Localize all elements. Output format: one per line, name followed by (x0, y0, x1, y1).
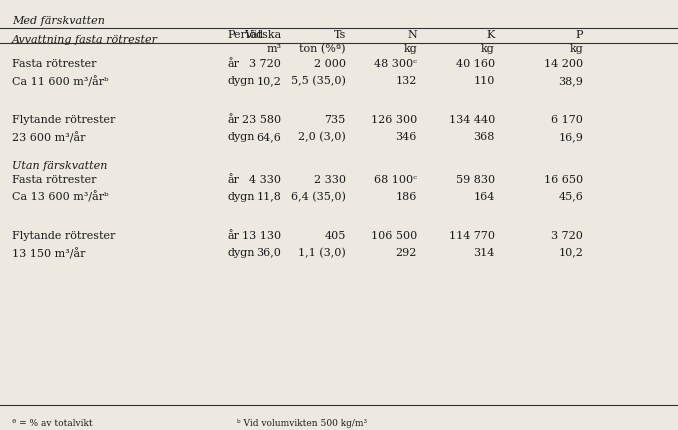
Text: 2 330: 2 330 (314, 174, 346, 184)
Text: 3 720: 3 720 (250, 59, 281, 69)
Text: ª = % av totalvikt: ª = % av totalvikt (12, 418, 93, 427)
Text: 16 650: 16 650 (544, 174, 583, 184)
Text: 126 300: 126 300 (371, 115, 417, 125)
Text: P: P (576, 30, 583, 40)
Text: år: år (227, 230, 239, 240)
Text: kg: kg (570, 44, 583, 54)
Text: 2,0 (3,0): 2,0 (3,0) (298, 132, 346, 142)
Text: kg: kg (403, 44, 417, 54)
Text: 16,9: 16,9 (558, 132, 583, 142)
Text: kg: kg (481, 44, 495, 54)
Text: 314: 314 (473, 247, 495, 257)
Text: 186: 186 (395, 191, 417, 201)
Text: 40 160: 40 160 (456, 59, 495, 69)
Text: Med färskvatten: Med färskvatten (12, 16, 105, 26)
Text: 110: 110 (473, 76, 495, 86)
Text: 13 130: 13 130 (242, 230, 281, 240)
Text: dygn: dygn (227, 191, 255, 201)
Text: 735: 735 (325, 115, 346, 125)
Text: Fasta rötrester: Fasta rötrester (12, 174, 97, 184)
Text: 23 580: 23 580 (242, 115, 281, 125)
Text: K: K (487, 30, 495, 40)
Text: Ca 13 600 m³/årᵇ: Ca 13 600 m³/årᵇ (12, 191, 108, 203)
Text: 23 600 m³/år: 23 600 m³/år (12, 132, 85, 143)
Text: Vätska: Vätska (244, 30, 281, 40)
Text: 68 100ᶜ: 68 100ᶜ (374, 174, 417, 184)
Text: Ts: Ts (334, 30, 346, 40)
Text: 292: 292 (395, 247, 417, 257)
Text: ᵇ Vid volumvikten 500 kg/m³: ᵇ Vid volumvikten 500 kg/m³ (237, 418, 367, 427)
Text: 14 200: 14 200 (544, 59, 583, 69)
Text: 45,6: 45,6 (558, 191, 583, 201)
Text: 164: 164 (473, 191, 495, 201)
Text: 134 440: 134 440 (449, 115, 495, 125)
Text: 346: 346 (395, 132, 417, 142)
Text: Ca 11 600 m³/årᵇ: Ca 11 600 m³/årᵇ (12, 76, 108, 87)
Text: dygn: dygn (227, 76, 255, 86)
Text: 2 000: 2 000 (314, 59, 346, 69)
Text: 368: 368 (473, 132, 495, 142)
Text: dygn: dygn (227, 247, 255, 257)
Text: 64,6: 64,6 (256, 132, 281, 142)
Text: 10,2: 10,2 (558, 247, 583, 257)
Text: 5,5 (35,0): 5,5 (35,0) (291, 76, 346, 86)
Text: 3 720: 3 720 (551, 230, 583, 240)
Text: 405: 405 (324, 230, 346, 240)
Text: m³: m³ (266, 44, 281, 54)
Text: Flytande rötrester: Flytande rötrester (12, 115, 115, 125)
Text: 38,9: 38,9 (558, 76, 583, 86)
Text: Avvattning fasta rötrester: Avvattning fasta rötrester (12, 35, 158, 45)
Text: 13 150 m³/år: 13 150 m³/år (12, 247, 85, 258)
Text: 11,8: 11,8 (256, 191, 281, 201)
Text: 1,1 (3,0): 1,1 (3,0) (298, 247, 346, 258)
Text: 10,2: 10,2 (256, 76, 281, 86)
Text: 48 300ᶜ: 48 300ᶜ (374, 59, 417, 69)
Text: Flytande rötrester: Flytande rötrester (12, 230, 115, 240)
Text: 6,4 (35,0): 6,4 (35,0) (291, 191, 346, 202)
Text: N: N (407, 30, 417, 40)
Text: 114 770: 114 770 (449, 230, 495, 240)
Text: Fasta rötrester: Fasta rötrester (12, 59, 97, 69)
Text: ton (%ª): ton (%ª) (299, 44, 346, 54)
Text: år: år (227, 174, 239, 184)
Text: 4 330: 4 330 (250, 174, 281, 184)
Text: dygn: dygn (227, 132, 255, 142)
Text: 36,0: 36,0 (256, 247, 281, 257)
Text: år: år (227, 59, 239, 69)
Text: 106 500: 106 500 (371, 230, 417, 240)
Text: Utan färskvatten: Utan färskvatten (12, 161, 108, 171)
Text: Period: Period (227, 30, 263, 40)
Text: 6 170: 6 170 (551, 115, 583, 125)
Text: 59 830: 59 830 (456, 174, 495, 184)
Text: år: år (227, 115, 239, 125)
Text: 132: 132 (395, 76, 417, 86)
